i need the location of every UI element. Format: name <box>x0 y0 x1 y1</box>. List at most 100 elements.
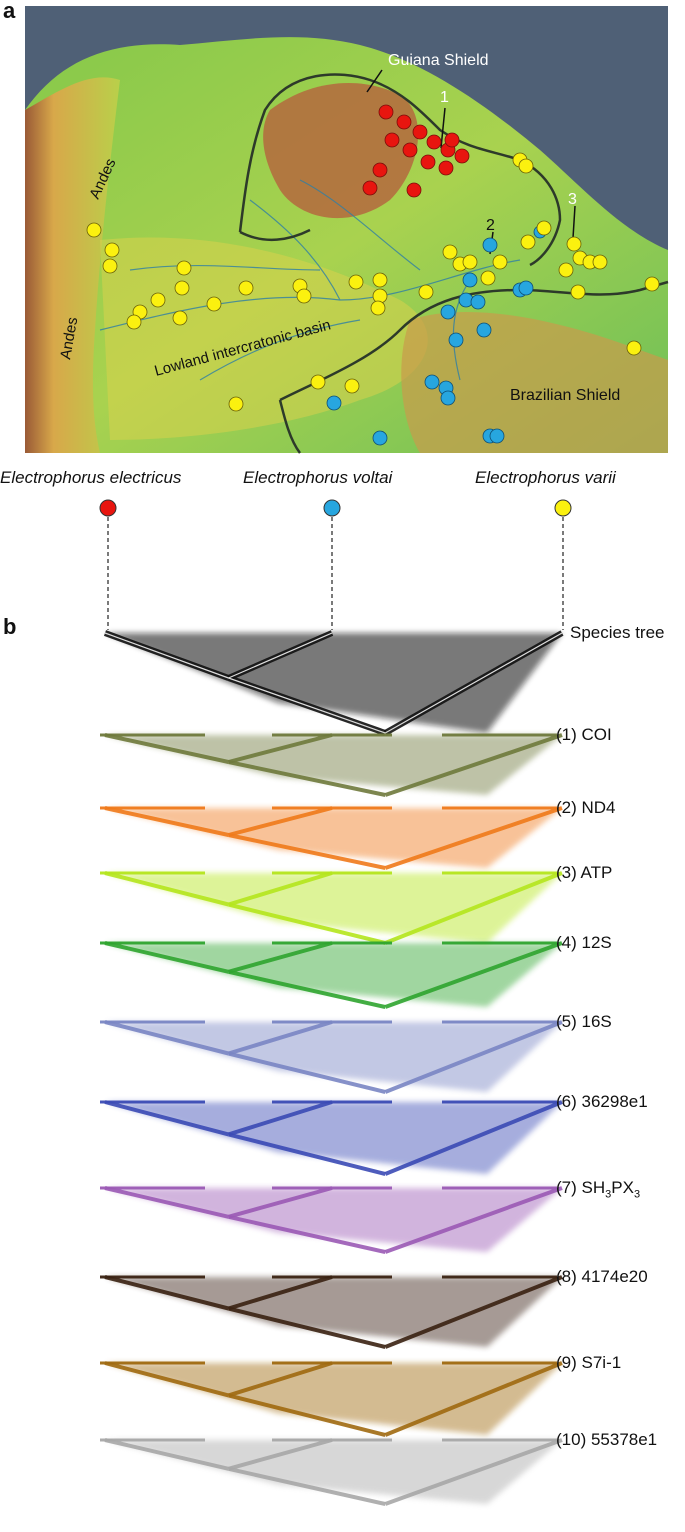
tree-branch <box>384 632 563 734</box>
map-point-varii <box>102 258 118 274</box>
tree-branch <box>228 1051 386 1094</box>
tree-branch <box>228 969 386 1009</box>
map-point-varii <box>442 244 458 260</box>
map-point-varii <box>150 292 166 308</box>
map-point-varii <box>536 220 552 236</box>
map-point-varii <box>480 270 496 286</box>
map-point-electricus <box>372 162 388 178</box>
tree-branch <box>228 1132 386 1176</box>
map-point-electricus <box>362 180 378 196</box>
legend-electricus-name: Electrophorus electricus <box>0 468 182 487</box>
gene-tree-label: (3) ATP <box>556 863 613 882</box>
tree-branch <box>104 941 229 974</box>
tree-branch <box>104 733 229 764</box>
tree-cloud <box>105 1022 562 1092</box>
map-point-electricus <box>412 124 428 140</box>
tree-branch <box>384 871 563 945</box>
map-point-varii <box>172 310 188 326</box>
tree-cloud <box>105 1363 562 1435</box>
gene-tree-cloudograms <box>100 630 564 1506</box>
species-tree-label: Species tree <box>570 623 665 642</box>
tree-branch <box>384 1275 563 1349</box>
gene-tree <box>100 871 563 945</box>
tree-branch <box>228 760 386 797</box>
brazilian-shield-label: Brazilian Shield <box>510 387 620 404</box>
gene-tree-label: (9) S7i-1 <box>556 1353 622 1372</box>
map-point-varii <box>370 300 386 316</box>
tree-cloud <box>105 1102 562 1174</box>
tree-branch <box>228 1466 386 1506</box>
map-point-voltai <box>482 237 498 253</box>
tree-branch <box>384 1438 563 1506</box>
electricus-points <box>362 104 470 198</box>
legend-voltai-marker <box>323 499 341 517</box>
map-point-varii <box>418 284 434 300</box>
map-point-varii <box>520 234 536 250</box>
gene-tree-label: (10) 55378e1 <box>556 1430 658 1449</box>
map-point-varii <box>86 222 102 238</box>
map-point-varii <box>570 284 586 300</box>
map-point-varii <box>566 236 582 252</box>
tree-branch <box>227 871 333 907</box>
map-point-electricus <box>420 154 436 170</box>
gene-tree-label: (6) 36298e1 <box>556 1092 648 1111</box>
legend-dashed-connectors <box>107 517 564 630</box>
map-point-voltai <box>440 304 456 320</box>
tree-branch <box>228 902 386 945</box>
tree-branch <box>227 1100 333 1137</box>
map-point-voltai <box>440 390 456 406</box>
tree-branch <box>227 1186 333 1219</box>
gene-tree-label: (1) COI <box>556 725 612 744</box>
map-point-electricus <box>378 104 394 120</box>
tree-branch <box>227 733 333 764</box>
map-point-voltai <box>518 280 534 296</box>
callout-2: 2 <box>486 217 495 234</box>
tree-cloud <box>105 873 562 943</box>
gene-tree-label: (8) 4174e20 <box>556 1267 648 1286</box>
tree-branch <box>384 1186 563 1254</box>
tree-cloud <box>105 1440 562 1504</box>
map-point-varii <box>348 274 364 290</box>
map-point-voltai <box>326 395 342 411</box>
gene-tree-label: (2) ND4 <box>556 798 616 817</box>
map-point-varii <box>518 158 534 174</box>
map-point-varii <box>104 242 120 258</box>
gene-tree <box>100 1275 563 1349</box>
map-point-voltai <box>470 294 486 310</box>
gene-tree <box>100 1020 563 1094</box>
map-point-varii <box>228 396 244 412</box>
map-point-voltai <box>424 374 440 390</box>
tree-branch <box>227 1438 333 1471</box>
map-point-voltai <box>372 430 388 446</box>
map-point-electricus <box>384 132 400 148</box>
rivers <box>99 179 521 381</box>
gene-tree-label: (5) 16S <box>556 1012 612 1031</box>
map-point-voltai <box>448 332 464 348</box>
legend-varii-name: Electrophorus varii <box>475 468 616 487</box>
tree-branch <box>228 1214 386 1254</box>
tree-cloud <box>105 1188 562 1252</box>
map-point-varii <box>626 340 642 356</box>
legend-voltai-name: Electrophorus voltai <box>243 468 393 487</box>
gene-tree <box>100 941 563 1009</box>
map-point-voltai <box>476 322 492 338</box>
tree-cloud <box>105 808 562 868</box>
legend-varii-marker <box>554 499 572 517</box>
tree-branch <box>384 941 563 1009</box>
tree-cloud <box>105 633 562 733</box>
gene-tree <box>100 1438 563 1506</box>
gene-tree-label: (4) 12S <box>556 933 612 952</box>
map-point-varii <box>644 276 660 292</box>
legend-electricus-marker <box>99 499 117 517</box>
brazilian-highlands <box>401 311 668 453</box>
tree-branch <box>384 806 563 870</box>
panel-a-letter: a <box>3 0 16 23</box>
gene-tree <box>100 1361 563 1437</box>
tree-branch <box>104 1186 229 1219</box>
gene-tree <box>100 1186 563 1254</box>
legend-markers <box>99 499 572 630</box>
map-point-varii <box>206 296 222 312</box>
guiana-highlands <box>263 83 419 219</box>
panel-b-letter: b <box>3 614 17 639</box>
tree-branch <box>227 1275 333 1311</box>
